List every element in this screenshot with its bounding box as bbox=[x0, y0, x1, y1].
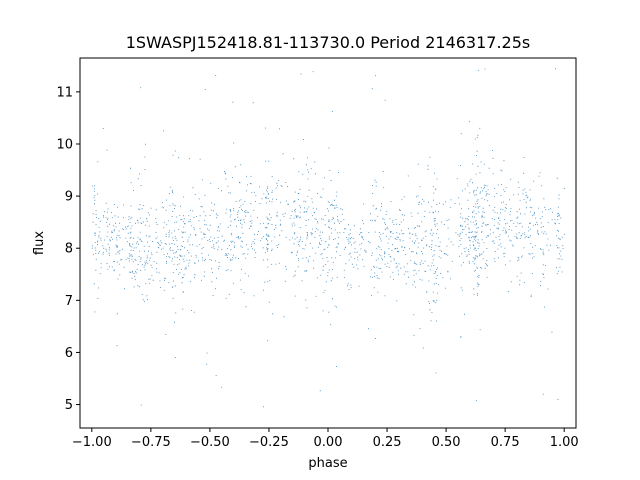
y-axis: 5 6 7 8 9 10 11 bbox=[56, 85, 80, 413]
x-tick-label: −0.75 bbox=[131, 435, 171, 450]
x-tick-label: −0.25 bbox=[249, 435, 289, 450]
x-tick-label: 0.00 bbox=[314, 435, 343, 450]
y-tick-label: 8 bbox=[65, 242, 73, 257]
x-tick-label: 0.75 bbox=[491, 435, 520, 450]
y-tick-label: 6 bbox=[65, 346, 73, 361]
y-tick-label: 11 bbox=[56, 85, 73, 100]
chart-title: 1SWASPJ152418.81-113730.0 Period 2146317… bbox=[126, 33, 531, 52]
x-tick-label: 1.00 bbox=[550, 435, 579, 450]
x-axis-label: phase bbox=[308, 456, 347, 471]
x-axis: −1.00 −0.75 −0.50 −0.25 0.00 0.25 0.50 0.75 1.00 bbox=[72, 428, 579, 450]
y-tick-label: 9 bbox=[65, 190, 73, 205]
x-tick-label: −1.00 bbox=[72, 435, 112, 450]
y-tick-label: 7 bbox=[65, 294, 73, 309]
x-tick-label: 0.25 bbox=[373, 435, 402, 450]
x-tick-label: −0.50 bbox=[190, 435, 230, 450]
x-tick-label: 0.50 bbox=[432, 435, 461, 450]
y-tick-label: 10 bbox=[56, 137, 73, 152]
y-axis-label: flux bbox=[32, 231, 47, 255]
y-tick-label: 5 bbox=[65, 398, 73, 413]
